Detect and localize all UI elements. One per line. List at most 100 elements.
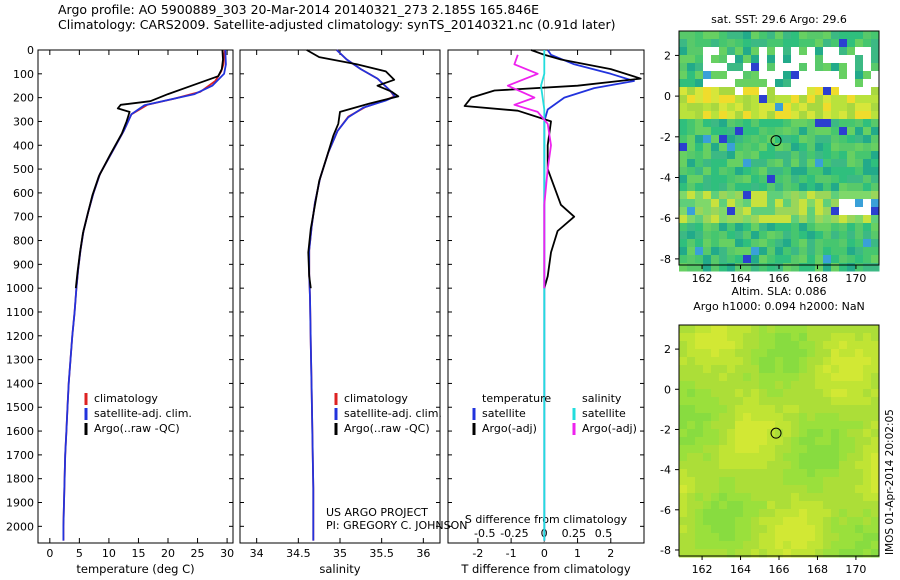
map-cell [695, 167, 704, 176]
map-cell [759, 333, 768, 342]
map-cell [775, 63, 784, 72]
map-cell [783, 63, 792, 72]
map-cell [847, 47, 856, 56]
map-cell [823, 517, 832, 526]
map-cell [855, 199, 864, 208]
map-cell [791, 325, 800, 334]
map-cell [855, 215, 864, 224]
map-cell [743, 111, 752, 120]
map-cell [735, 63, 744, 72]
map-cell [847, 325, 856, 334]
map-cell [767, 533, 776, 542]
map-cell [863, 333, 872, 342]
map-cell [823, 493, 832, 502]
map-cell [751, 87, 760, 96]
map-cell [751, 191, 760, 200]
map-cell [759, 79, 768, 88]
map-cell [703, 389, 712, 398]
map-cell [831, 357, 840, 366]
map-cell [847, 255, 856, 264]
map-cell [719, 95, 728, 104]
map-cell [719, 255, 728, 264]
map-cell [823, 79, 832, 88]
map-cell [687, 477, 696, 486]
map-cell [783, 485, 792, 494]
map-cell [711, 389, 720, 398]
map-cell [743, 365, 752, 374]
map-cell [847, 159, 856, 168]
map-cell [719, 533, 728, 542]
map-cell [759, 143, 768, 152]
map-cell [711, 341, 720, 350]
map-cell [831, 469, 840, 478]
map-cell [703, 493, 712, 502]
map-cell [831, 549, 840, 558]
map-cell [823, 501, 832, 510]
map-cell [719, 381, 728, 390]
map-cell [855, 223, 864, 232]
map-cell [703, 231, 712, 240]
map-cell [799, 127, 808, 136]
map-cell [679, 325, 688, 334]
map-cell [751, 127, 760, 136]
map-cell [791, 413, 800, 422]
map-cell [775, 87, 784, 96]
map-cell [815, 167, 824, 176]
map-cell [839, 231, 848, 240]
map-cell [831, 493, 840, 502]
legend-title-temperature: temperature [482, 392, 551, 405]
map-cell [735, 477, 744, 486]
map-cell [719, 159, 728, 168]
map-cell [863, 215, 872, 224]
map-cell [775, 549, 784, 558]
map-cell [695, 341, 704, 350]
map-cell [687, 143, 696, 152]
map-cell [775, 533, 784, 542]
map-cell [695, 469, 704, 478]
map-cell [807, 103, 816, 112]
map-cell [719, 421, 728, 430]
map-cell [831, 39, 840, 48]
map-cell [775, 461, 784, 470]
map-cell [687, 357, 696, 366]
map-cell [855, 517, 864, 526]
map-cell [775, 325, 784, 334]
map-cell [863, 255, 872, 264]
map-cell [687, 429, 696, 438]
map-cell [767, 111, 776, 120]
map-cell [775, 151, 784, 160]
map-cell [727, 541, 736, 550]
map-cell [719, 461, 728, 470]
map-cell [815, 247, 824, 256]
map-cell [855, 159, 864, 168]
y-tick-label: -8 [660, 253, 671, 266]
map-cell [775, 397, 784, 406]
map-cell [839, 159, 848, 168]
map-cell [679, 119, 688, 128]
map-cell [815, 453, 824, 462]
map-cell [783, 413, 792, 422]
s-tick-label: -0.5 [474, 527, 495, 540]
map-cell [863, 119, 872, 128]
map-cell [743, 263, 752, 272]
map-cell [751, 143, 760, 152]
map-cell [719, 183, 728, 192]
map-cell [767, 365, 776, 374]
map-cell [823, 477, 832, 486]
map-cell [815, 533, 824, 542]
map-cell [711, 159, 720, 168]
map-cell [815, 255, 824, 264]
map-cell [751, 135, 760, 144]
map-cell [791, 103, 800, 112]
map-cell [855, 95, 864, 104]
map-cell [687, 175, 696, 184]
map-cell [759, 445, 768, 454]
map-cell [799, 485, 808, 494]
map-cell [695, 397, 704, 406]
map-cell [799, 175, 808, 184]
map-cell [839, 151, 848, 160]
map-cell [695, 159, 704, 168]
map-cell [743, 119, 752, 128]
title-line-2: Climatology: CARS2009. Satellite-adjuste… [58, 17, 616, 32]
